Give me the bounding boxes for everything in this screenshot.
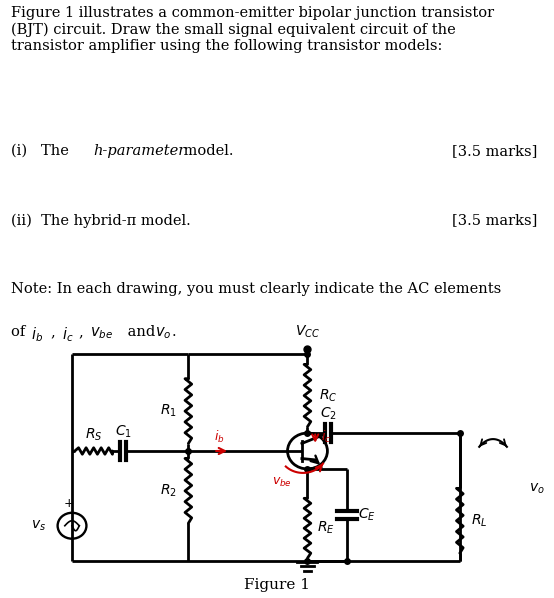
Text: model.: model. — [178, 144, 233, 158]
Text: $C_2$: $C_2$ — [320, 405, 337, 422]
Text: of: of — [11, 325, 30, 339]
Text: $i_b$: $i_b$ — [213, 428, 224, 444]
Text: ,: , — [79, 325, 89, 339]
Text: $i_b$: $i_b$ — [31, 325, 43, 344]
Text: $R_2$: $R_2$ — [161, 483, 177, 499]
Text: .: . — [172, 325, 176, 339]
Text: $V_{CC}$: $V_{CC}$ — [295, 324, 320, 340]
Text: $R_S$: $R_S$ — [85, 426, 102, 443]
Text: $v_o$: $v_o$ — [155, 325, 171, 341]
Text: (i)   The: (i) The — [11, 144, 74, 158]
Text: +: + — [63, 498, 74, 510]
Text: Note: In each drawing, you must clearly indicate the AC elements: Note: In each drawing, you must clearly … — [11, 282, 501, 296]
Text: [3.5 marks]: [3.5 marks] — [452, 213, 537, 227]
Text: $v_s$: $v_s$ — [31, 518, 47, 533]
Text: [3.5 marks]: [3.5 marks] — [452, 144, 537, 158]
Text: $R_L$: $R_L$ — [471, 512, 488, 529]
Text: h-parameter: h-parameter — [94, 144, 186, 158]
Text: (ii)  The hybrid-π model.: (ii) The hybrid-π model. — [11, 213, 191, 228]
Text: $i_c$: $i_c$ — [61, 325, 73, 344]
Text: $R_1$: $R_1$ — [161, 403, 177, 419]
Text: $i_c$: $i_c$ — [321, 429, 331, 445]
Text: and: and — [123, 325, 160, 339]
Text: $C_E$: $C_E$ — [358, 507, 376, 523]
Text: $C_1$: $C_1$ — [115, 423, 132, 440]
Text: Figure 1: Figure 1 — [244, 578, 310, 592]
Text: Figure 1 illustrates a common-emitter bipolar junction transistor
(BJT) circuit.: Figure 1 illustrates a common-emitter bi… — [11, 6, 494, 53]
Text: $v_{be}$: $v_{be}$ — [90, 325, 113, 341]
Text: $v_o$: $v_o$ — [529, 482, 545, 496]
Text: ,: , — [52, 325, 61, 339]
Text: $R_E$: $R_E$ — [317, 520, 335, 536]
Text: $v_{be}$: $v_{be}$ — [272, 476, 292, 489]
Text: $R_C$: $R_C$ — [319, 388, 337, 404]
